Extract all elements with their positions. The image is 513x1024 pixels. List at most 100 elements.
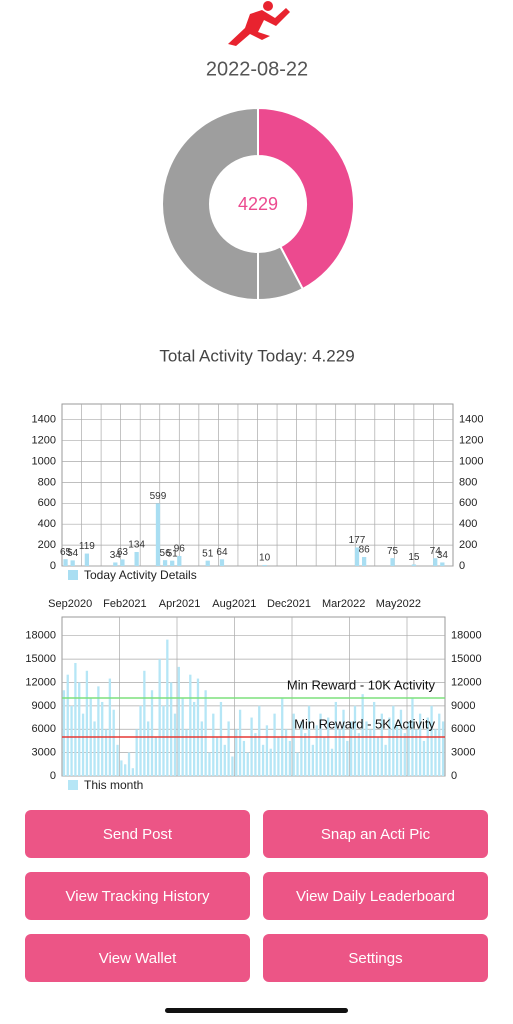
y-tick-label-right: 9000 [451, 700, 475, 712]
y-tick-label: 9000 [32, 700, 56, 712]
bar [415, 729, 418, 776]
bar [369, 729, 372, 776]
bar [81, 713, 85, 776]
y-tick-label: 0 [50, 770, 56, 782]
bar [219, 559, 225, 566]
y-tick-label: 1000 [32, 455, 56, 467]
value-label: 119 [79, 541, 95, 552]
bar [84, 553, 90, 566]
bar [196, 678, 200, 776]
value-label: 54 [67, 548, 79, 559]
y-tick-label-right: 1400 [459, 414, 483, 426]
bar [166, 639, 169, 776]
bar [262, 564, 267, 566]
bar [441, 721, 445, 776]
bar [212, 713, 215, 776]
bar [215, 737, 219, 776]
bar [365, 721, 368, 776]
y-tick-label-right: 800 [459, 476, 477, 488]
bar [154, 737, 157, 776]
bar [101, 701, 104, 776]
bar [433, 558, 438, 566]
bar [334, 701, 337, 776]
bar [353, 705, 357, 776]
bar [258, 705, 261, 776]
bar [85, 670, 89, 776]
y-tick-label-right: 18000 [451, 630, 482, 642]
x-tick-label: Mar2022 [322, 598, 365, 610]
legend-swatch [68, 780, 78, 790]
bar [350, 721, 353, 776]
value-label: 64 [216, 547, 228, 558]
value-label: 65 [60, 547, 72, 558]
summary: Total Activity Today: 4.229 [159, 346, 354, 365]
bar [104, 729, 108, 776]
bar [134, 551, 139, 566]
bar [300, 721, 303, 776]
bar [124, 764, 127, 776]
bar [261, 744, 265, 776]
bar [388, 717, 391, 776]
value-label: 51 [167, 548, 179, 559]
bar [162, 560, 168, 566]
bar [277, 737, 280, 776]
y-tick-label-right: 15000 [451, 653, 482, 665]
y-tick-label: 1400 [32, 414, 56, 426]
value-label: 15 [408, 552, 420, 563]
bar [430, 705, 433, 776]
bar [219, 701, 223, 776]
bar [330, 748, 334, 776]
bar [135, 729, 138, 776]
action-button[interactable]: Send Post [25, 810, 250, 858]
bar [131, 768, 135, 776]
x-tick-label: Apr2021 [159, 598, 201, 610]
y-tick-label: 6000 [32, 723, 56, 735]
value-label: 34 [437, 550, 449, 561]
value-label: 34 [110, 550, 122, 561]
bar [242, 740, 246, 776]
bar [192, 701, 196, 776]
bar [376, 737, 380, 776]
bar [269, 748, 272, 776]
bar [380, 713, 383, 776]
bar [170, 682, 173, 776]
bar [304, 733, 307, 776]
y-tick-label: 1200 [32, 434, 56, 446]
donut-slice [161, 106, 259, 302]
y-tick-label-right: 400 [459, 518, 477, 530]
x-tick-label: Dec2021 [267, 598, 311, 610]
bar [327, 717, 330, 776]
action-button[interactable]: Settings [263, 934, 488, 982]
legend-label: Today Activity Details [84, 568, 197, 582]
action-button[interactable]: View Tracking History [25, 872, 250, 920]
bar [323, 737, 326, 776]
bar [361, 694, 364, 776]
bar [338, 729, 341, 776]
value-label: 134 [128, 540, 145, 551]
bar [372, 701, 376, 776]
y-tick-label-right: 12000 [451, 676, 482, 688]
bar [116, 744, 119, 776]
y-tick-label: 12000 [25, 676, 56, 688]
home-indicator [165, 1008, 348, 1013]
bar [426, 717, 429, 776]
y-tick-label: 400 [38, 518, 56, 530]
bar [93, 721, 96, 776]
bar [66, 674, 69, 776]
y-tick-label-right: 3000 [451, 747, 475, 759]
value-label: 599 [150, 491, 167, 502]
bar [143, 670, 146, 776]
action-button[interactable]: Snap an Acti Pic [263, 810, 488, 858]
action-button[interactable]: View Wallet [25, 934, 250, 982]
bar [223, 744, 226, 776]
action-button[interactable]: View Daily Leaderboard [263, 872, 488, 920]
bar [170, 560, 175, 566]
bar [411, 564, 417, 566]
bar [204, 690, 207, 776]
y-tick-label: 15000 [25, 653, 56, 665]
bar [422, 740, 426, 776]
value-label: 74 [430, 546, 442, 557]
bar [208, 752, 211, 776]
